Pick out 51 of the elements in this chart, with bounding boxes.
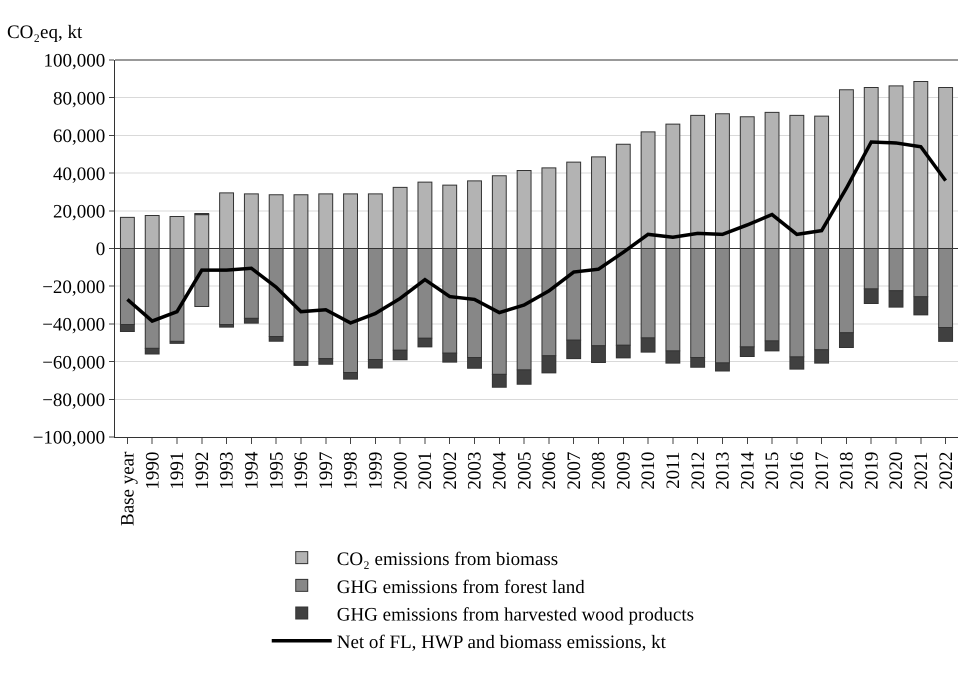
x-tick-label: Base year (118, 450, 139, 526)
x-tick-label: 2016 (787, 452, 808, 490)
x-tick-label: 2013 (712, 452, 734, 490)
x-tick-label: 1999 (366, 452, 387, 490)
x-tick-label: 2015 (762, 452, 784, 490)
legend-label: GHG emissions from forest land (336, 576, 586, 598)
y-tick-label: 20,000 (52, 201, 106, 222)
y-tick-label: 0 (96, 239, 106, 260)
x-tick-label: 2021 (910, 452, 932, 490)
x-tick-label: 2019 (861, 452, 882, 490)
y-tick-label: 80,000 (52, 88, 106, 110)
legend-label: Net of FL, HWP and biomass emissions, kt (336, 632, 667, 654)
x-tick-label: 1996 (291, 452, 312, 490)
x-tick-label: 1997 (316, 452, 337, 490)
y-tick-label: −80,000 (42, 390, 106, 411)
x-tick-label: 2004 (489, 451, 510, 490)
x-tick-label: 2009 (613, 452, 634, 490)
x-tick-label: 2000 (390, 452, 412, 490)
x-tick-label: 2003 (464, 452, 486, 490)
legend-label: CO₂ emissions from biomass (336, 549, 558, 570)
x-tick-label: 2008 (588, 452, 610, 490)
x-tick-label: 1991 (167, 452, 188, 490)
legend-label: GHG emissions from harvested wood products (336, 604, 694, 626)
x-tick-label: 2014 (737, 451, 758, 490)
y-tick-label: 100,000 (43, 50, 106, 72)
x-tick-label: 1994 (242, 451, 263, 490)
x-tick-label: 2006 (539, 452, 560, 490)
y-axis-title: CO₂eq, kt (7, 22, 83, 43)
y-tick-label: −40,000 (42, 314, 106, 336)
x-tick-label: 2017 (812, 452, 833, 490)
x-tick-label: 1998 (340, 452, 362, 490)
x-tick-label: 1990 (142, 452, 164, 490)
x-tick-label: 2005 (514, 452, 536, 490)
y-tick-label: 40,000 (52, 164, 106, 185)
x-tick-label: 2002 (440, 452, 461, 490)
line-series (126, 140, 948, 325)
x-tick-label: 2020 (886, 452, 908, 490)
y-tick-label: 60,000 (52, 126, 106, 148)
x-tick-label: 1993 (216, 452, 238, 490)
x-tick-label: 1995 (266, 452, 288, 490)
x-tick-label: 2022 (936, 452, 957, 490)
y-tick-label: −60,000 (42, 352, 106, 374)
x-tick-label: 2001 (415, 452, 436, 490)
x-tick-label: 2011 (663, 452, 684, 489)
x-tick-label: 1992 (192, 452, 213, 490)
y-tick-label: −20,000 (42, 276, 106, 298)
x-tick-label: 2010 (638, 452, 660, 490)
x-tick-label: 2012 (688, 452, 709, 490)
y-tick-label: −100,000 (32, 428, 106, 449)
x-tick-label: 2018 (836, 452, 858, 490)
x-tick-label: 2007 (564, 452, 585, 490)
